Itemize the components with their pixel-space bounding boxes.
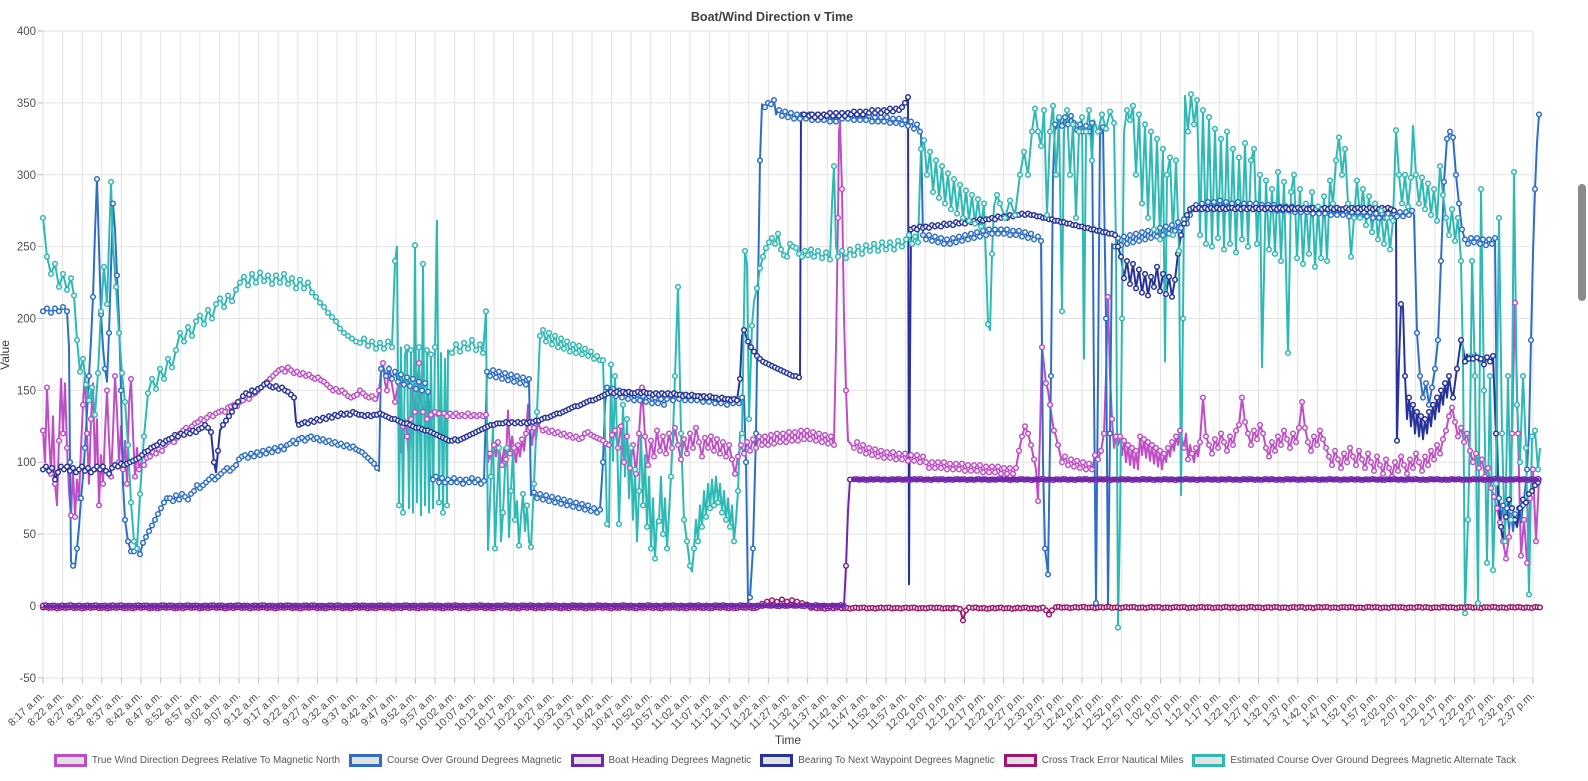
svg-text:Value: Value (0, 340, 12, 370)
svg-text:50: 50 (23, 529, 36, 541)
svg-text:150: 150 (17, 385, 36, 397)
svg-text:100: 100 (17, 457, 36, 469)
svg-text:200: 200 (17, 314, 36, 326)
svg-text:300: 300 (17, 170, 36, 182)
svg-text:0: 0 (30, 601, 36, 613)
svg-text:400: 400 (17, 26, 36, 38)
svg-text:Time: Time (775, 733, 802, 747)
svg-text:-50: -50 (19, 673, 36, 685)
svg-text:250: 250 (17, 242, 36, 254)
svg-text:350: 350 (17, 98, 36, 110)
svg-text:Boat/Wind Direction v Time: Boat/Wind Direction v Time (691, 10, 853, 24)
